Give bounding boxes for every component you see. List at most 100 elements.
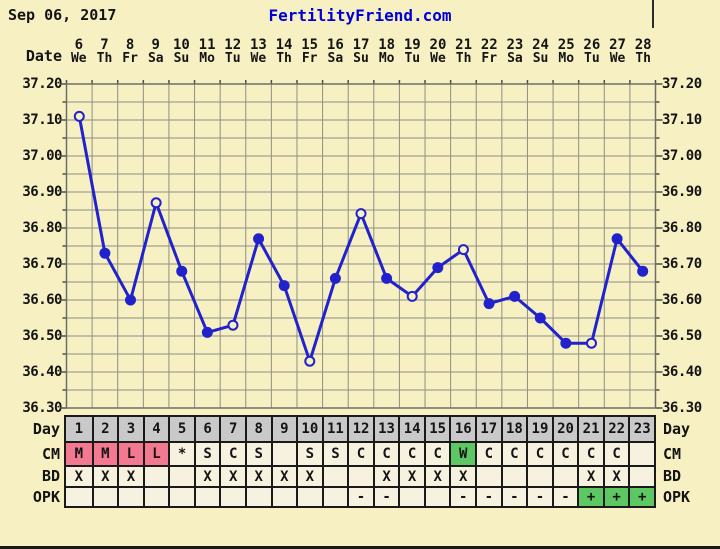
day-cell-8[interactable]: 8 [244,417,271,441]
opk-cell-10[interactable] [296,488,322,506]
bd-cell-15[interactable]: X [423,467,450,486]
day-cell-20[interactable]: 20 [551,417,578,441]
bd-cell-4[interactable] [142,467,169,486]
temp-point-day-16[interactable] [457,244,469,256]
day-cell-19[interactable]: 19 [526,417,552,441]
cm-cell-3[interactable]: L [117,443,143,465]
day-cell-15[interactable]: 15 [423,417,450,441]
bd-cell-20[interactable] [551,467,578,486]
cm-cell-11[interactable]: S [321,443,348,465]
day-cell-17[interactable]: 17 [475,417,501,441]
bd-cell-8[interactable]: X [244,467,271,486]
opk-cell-18[interactable]: - [500,488,527,506]
cm-cell-15[interactable]: C [423,443,450,465]
temp-point-day-13[interactable] [381,272,393,284]
opk-cell-20[interactable]: - [551,488,578,506]
temp-point-day-7[interactable] [227,319,239,331]
cm-cell-7[interactable]: C [219,443,245,465]
bd-cell-17[interactable] [475,467,501,486]
day-cell-5[interactable]: 5 [168,417,194,441]
temp-point-day-6[interactable] [201,326,213,338]
opk-cell-8[interactable] [244,488,271,506]
opk-cell-17[interactable]: - [475,488,501,506]
temp-point-day-19[interactable] [534,312,546,324]
opk-cell-22[interactable]: + [602,488,629,506]
cm-cell-20[interactable]: C [551,443,578,465]
cm-cell-22[interactable]: C [602,443,629,465]
day-cell-16[interactable]: 16 [449,417,476,441]
day-cell-7[interactable]: 7 [219,417,245,441]
bd-cell-13[interactable]: X [372,467,399,486]
day-cell-2[interactable]: 2 [91,417,118,441]
temp-point-day-8[interactable] [253,233,265,245]
temp-point-day-23[interactable] [637,265,649,277]
cm-cell-2[interactable]: M [91,443,118,465]
opk-cell-1[interactable] [66,488,92,506]
opk-cell-3[interactable] [117,488,143,506]
bd-cell-22[interactable]: X [602,467,629,486]
day-cell-9[interactable]: 9 [270,417,297,441]
day-cell-6[interactable]: 6 [193,417,220,441]
bd-cell-2[interactable]: X [91,467,118,486]
bd-cell-1[interactable]: X [66,467,92,486]
temp-point-day-9[interactable] [278,280,290,292]
opk-cell-11[interactable] [321,488,348,506]
bd-cell-16[interactable]: X [449,467,476,486]
day-cell-10[interactable]: 10 [296,417,322,441]
day-cell-13[interactable]: 13 [372,417,399,441]
cm-cell-10[interactable]: S [296,443,322,465]
opk-cell-5[interactable] [168,488,194,506]
day-cell-11[interactable]: 11 [321,417,348,441]
cm-cell-12[interactable]: C [347,443,373,465]
temp-point-day-5[interactable] [176,265,188,277]
temp-point-day-21[interactable] [585,337,597,349]
bd-cell-6[interactable]: X [193,467,220,486]
temp-point-day-1[interactable] [73,110,85,122]
cm-cell-23[interactable] [628,443,654,465]
cm-cell-4[interactable]: L [142,443,169,465]
cm-cell-19[interactable]: C [526,443,552,465]
bd-cell-11[interactable] [321,467,348,486]
bd-cell-18[interactable] [500,467,527,486]
day-cell-3[interactable]: 3 [117,417,143,441]
day-cell-18[interactable]: 18 [500,417,527,441]
cm-cell-6[interactable]: S [193,443,220,465]
cm-cell-5[interactable]: * [168,443,194,465]
opk-cell-6[interactable] [193,488,220,506]
day-cell-23[interactable]: 23 [628,417,654,441]
cm-cell-14[interactable]: C [398,443,424,465]
bd-cell-7[interactable]: X [219,467,245,486]
cm-cell-17[interactable]: C [475,443,501,465]
temp-point-day-18[interactable] [509,290,521,302]
temp-point-day-3[interactable] [125,294,137,306]
cm-cell-13[interactable]: C [372,443,399,465]
cm-cell-16[interactable]: W [449,443,476,465]
opk-cell-23[interactable]: + [628,488,654,506]
cm-cell-9[interactable] [270,443,297,465]
temp-point-day-17[interactable] [483,298,495,310]
bd-cell-23[interactable] [628,467,654,486]
bd-cell-21[interactable]: X [577,467,603,486]
opk-cell-2[interactable] [91,488,118,506]
day-cell-22[interactable]: 22 [602,417,629,441]
bd-cell-5[interactable] [168,467,194,486]
cm-cell-1[interactable]: M [66,443,92,465]
opk-cell-21[interactable]: + [577,488,603,506]
temp-point-day-4[interactable] [150,197,162,209]
cm-cell-18[interactable]: C [500,443,527,465]
opk-cell-19[interactable]: - [526,488,552,506]
opk-cell-7[interactable] [219,488,245,506]
opk-cell-13[interactable]: - [372,488,399,506]
day-cell-21[interactable]: 21 [577,417,603,441]
bd-cell-9[interactable]: X [270,467,297,486]
temp-point-day-12[interactable] [355,208,367,220]
temp-point-day-10[interactable] [304,355,316,367]
cm-cell-21[interactable]: C [577,443,603,465]
opk-cell-15[interactable] [423,488,450,506]
opk-cell-16[interactable]: - [449,488,476,506]
temp-point-day-11[interactable] [329,272,341,284]
day-cell-4[interactable]: 4 [142,417,169,441]
temp-point-day-14[interactable] [406,290,418,302]
temp-point-day-22[interactable] [611,233,623,245]
fertilityfriend-link[interactable]: FertilityFriend.com [268,6,452,25]
